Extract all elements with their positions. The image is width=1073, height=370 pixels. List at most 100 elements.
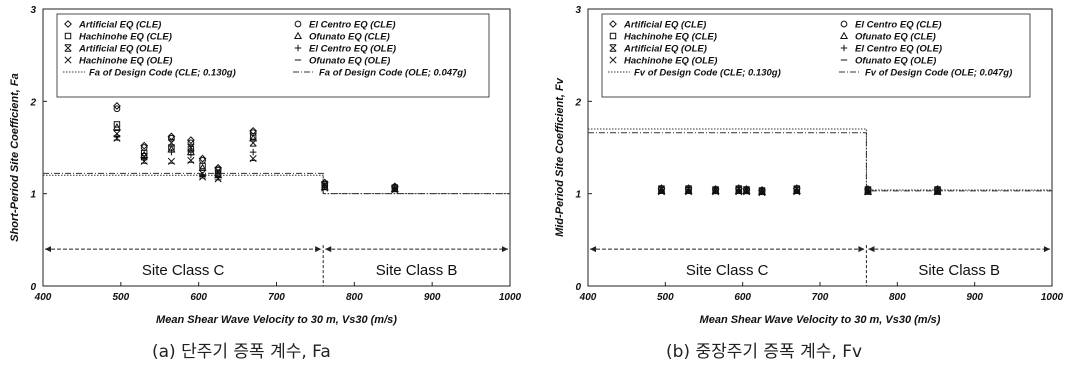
arrow-head-left (45, 246, 51, 253)
design-code-line-cle (588, 128, 1052, 191)
arrow-head-left (325, 246, 332, 253)
x-tick-label: 800 (346, 292, 363, 303)
figure-caption: (b) 중장주기 증폭 계수, Fv (666, 342, 862, 362)
x-tick-label: 1000 (1041, 292, 1064, 303)
data-point (198, 154, 207, 163)
legend-marker (64, 32, 72, 40)
legend-marker (64, 20, 72, 28)
data-point (712, 188, 720, 196)
y-tick-label: 3 (30, 5, 36, 16)
y-axis-title: Short-Period Site Coefficient, Fa (9, 73, 21, 242)
data-point (199, 162, 206, 170)
legend-label: Ofunato EQ (CLE) (855, 32, 936, 43)
data-point (112, 122, 121, 131)
data-point (742, 188, 751, 196)
legend-label: Artificial EQ (OLE) (623, 44, 707, 55)
legend-label: Fa of Design Code (OLE; 0.047g) (319, 68, 466, 79)
data-point (113, 105, 121, 113)
y-tick-label: 0 (575, 282, 581, 293)
x-tick-label: 400 (579, 292, 597, 303)
legend-label: Hachinohe EQ (CLE) (79, 32, 172, 43)
legend-label: Ofunato EQ (OLE) (309, 56, 390, 67)
design-code-line-ole (588, 132, 1052, 192)
x-tick-label: 700 (812, 292, 829, 303)
x-axis-title: Mean Shear Wave Velocity to 30 m, Vs30 (… (700, 314, 941, 326)
legend-label: Fa of Design Code (CLE; 0.130g) (89, 68, 236, 79)
arrow-head-right (1044, 246, 1050, 253)
data-point (864, 188, 872, 196)
data-point (140, 141, 149, 150)
x-tick-label: 900 (424, 292, 441, 303)
arrow-head-right (315, 246, 322, 253)
site-class-label: Site Class C (142, 262, 225, 279)
arrow-head-right (502, 246, 508, 253)
y-axis-title: Mid-Period Site Coefficient, Fv (554, 77, 566, 237)
legend-marker (609, 20, 617, 28)
chart-panel-2: 400 500 600 700 800 900 1000 0 1 2 3 Mean Shear Wav… (554, 5, 1064, 362)
legend-label: Hachinohe EQ (OLE) (624, 56, 717, 67)
legend-label: Fv of Design Code (OLE; 0.047g) (865, 68, 1012, 79)
y-tick-label: 2 (574, 97, 581, 108)
x-tick-label: 600 (734, 292, 751, 303)
chart-panel-1: 400 500 600 700 800 900 1000 0 1 2 3 Mean Shear Wav… (9, 5, 522, 362)
data-point (113, 102, 121, 110)
data-point (113, 121, 121, 128)
legend-marker (609, 32, 617, 40)
data-point (321, 184, 329, 192)
design-code-line-ole (43, 172, 510, 195)
x-tick-label: 800 (889, 292, 906, 303)
data-point (249, 133, 257, 140)
site-class-label: Site Class B (376, 262, 458, 279)
data-point (187, 139, 195, 147)
site-class-label: Site Class C (686, 262, 769, 279)
legend-label: El Centro EQ (CLE) (855, 20, 942, 31)
legend-label: El Centro EQ (OLE) (855, 44, 942, 55)
arrow-head-right (858, 246, 865, 253)
legend-label: Hachinohe EQ (OLE) (79, 56, 172, 67)
legend-label: El Centro EQ (CLE) (309, 20, 396, 31)
x-tick-label: 1000 (499, 292, 522, 303)
legend-marker (64, 44, 72, 52)
x-axis-title: Mean Shear Wave Velocity to 30 m, Vs30 (… (156, 314, 397, 326)
x-tick-label: 900 (966, 292, 983, 303)
data-point (168, 148, 175, 156)
data-point (249, 134, 258, 142)
legend-label: Artificial EQ (CLE) (623, 20, 706, 31)
y-tick-label: 0 (30, 282, 36, 293)
legend-marker (839, 31, 849, 40)
data-point (214, 166, 222, 175)
data-point (186, 136, 195, 145)
legend-label: Hachinohe EQ (CLE) (624, 32, 717, 43)
y-tick-label: 1 (575, 190, 581, 201)
y-tick-label: 1 (30, 190, 36, 201)
legend-label: El Centro EQ (OLE) (309, 44, 396, 55)
legend-label: Artificial EQ (CLE) (78, 20, 161, 31)
x-tick-label: 500 (657, 292, 674, 303)
legend-marker (64, 56, 72, 64)
legend-marker (609, 56, 617, 64)
legend-label: Ofunato EQ (OLE) (855, 56, 936, 67)
data-point (187, 143, 195, 152)
legend-marker (840, 20, 848, 28)
data-point (214, 175, 222, 183)
legend-marker (294, 20, 302, 28)
design-code-line-cle (43, 174, 510, 195)
legend-label: Ofunato EQ (CLE) (309, 32, 390, 43)
data-point (199, 173, 207, 181)
data-point (168, 134, 175, 142)
x-tick-label: 600 (190, 292, 207, 303)
legend-marker (609, 44, 617, 52)
data-point (933, 188, 942, 196)
arrow-head-left (868, 246, 875, 253)
figure-caption: (a) 단주기 증폭 계수, Fa (152, 342, 331, 362)
data-point (249, 139, 257, 147)
x-tick-label: 500 (112, 292, 129, 303)
data-point (187, 151, 195, 159)
data-point (249, 148, 257, 156)
arrow-head-left (590, 246, 596, 253)
legend-marker (840, 44, 848, 52)
data-point (167, 139, 175, 147)
y-tick-label: 3 (575, 5, 581, 16)
legend-box (601, 13, 1031, 98)
